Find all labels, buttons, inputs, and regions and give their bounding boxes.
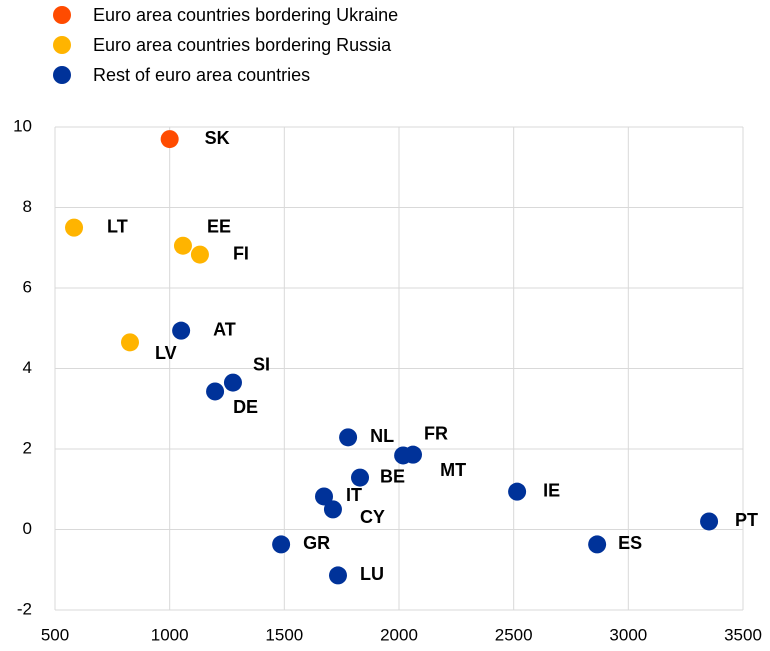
x-tick-label: 500 [41, 625, 69, 644]
point [65, 218, 84, 237]
x-tick-label: 1500 [265, 625, 303, 644]
point-label: LV [155, 343, 177, 363]
legend-marker [53, 6, 71, 24]
point-label: FR [424, 423, 448, 443]
y-tick-label: 10 [13, 116, 32, 135]
x-tick-label: 2000 [380, 625, 418, 644]
point-label: SI [253, 354, 270, 374]
point-label: PT [735, 510, 758, 530]
point [190, 245, 209, 264]
legend-label: Euro area countries bordering Russia [93, 35, 392, 55]
y-tick-label: -2 [17, 599, 32, 618]
point-label: CY [360, 507, 385, 527]
point [339, 428, 358, 447]
point [328, 566, 347, 585]
point [223, 373, 242, 392]
point [272, 535, 291, 554]
y-tick-label: 4 [23, 358, 32, 377]
point [173, 236, 192, 255]
point [160, 130, 179, 149]
legend-label: Euro area countries bordering Ukraine [93, 5, 398, 25]
legend-marker [53, 36, 71, 54]
x-tick-label: 3500 [724, 625, 762, 644]
y-tick-label: 2 [23, 438, 32, 457]
point [206, 382, 225, 401]
x-tick-label: 1000 [151, 625, 189, 644]
point-label: AT [213, 319, 236, 339]
point-label: ES [618, 533, 642, 553]
point-label: MT [440, 460, 466, 480]
point [120, 333, 139, 352]
point [351, 468, 370, 487]
point-label: LU [360, 564, 384, 584]
point-label: GR [303, 533, 330, 553]
point-label: IT [346, 485, 362, 505]
point [508, 482, 527, 501]
point-label: NL [370, 426, 394, 446]
point-label: EE [207, 216, 231, 236]
point [172, 321, 191, 340]
point-label: FI [233, 243, 249, 263]
legend-label: Rest of euro area countries [93, 65, 310, 85]
legend-marker [53, 66, 71, 84]
point [323, 500, 342, 519]
point [315, 487, 334, 506]
point [588, 535, 607, 554]
point-label: LT [107, 216, 128, 236]
point-label: SK [205, 128, 230, 148]
y-tick-label: 0 [23, 519, 32, 538]
point-label: IE [543, 480, 560, 500]
point-label: BE [380, 466, 405, 486]
y-tick-label: 6 [23, 277, 32, 296]
point-label: DE [233, 397, 258, 417]
y-tick-label: 8 [23, 197, 32, 216]
x-tick-label: 3000 [609, 625, 647, 644]
point [700, 512, 719, 531]
x-tick-label: 2500 [495, 625, 533, 644]
point [394, 446, 413, 465]
